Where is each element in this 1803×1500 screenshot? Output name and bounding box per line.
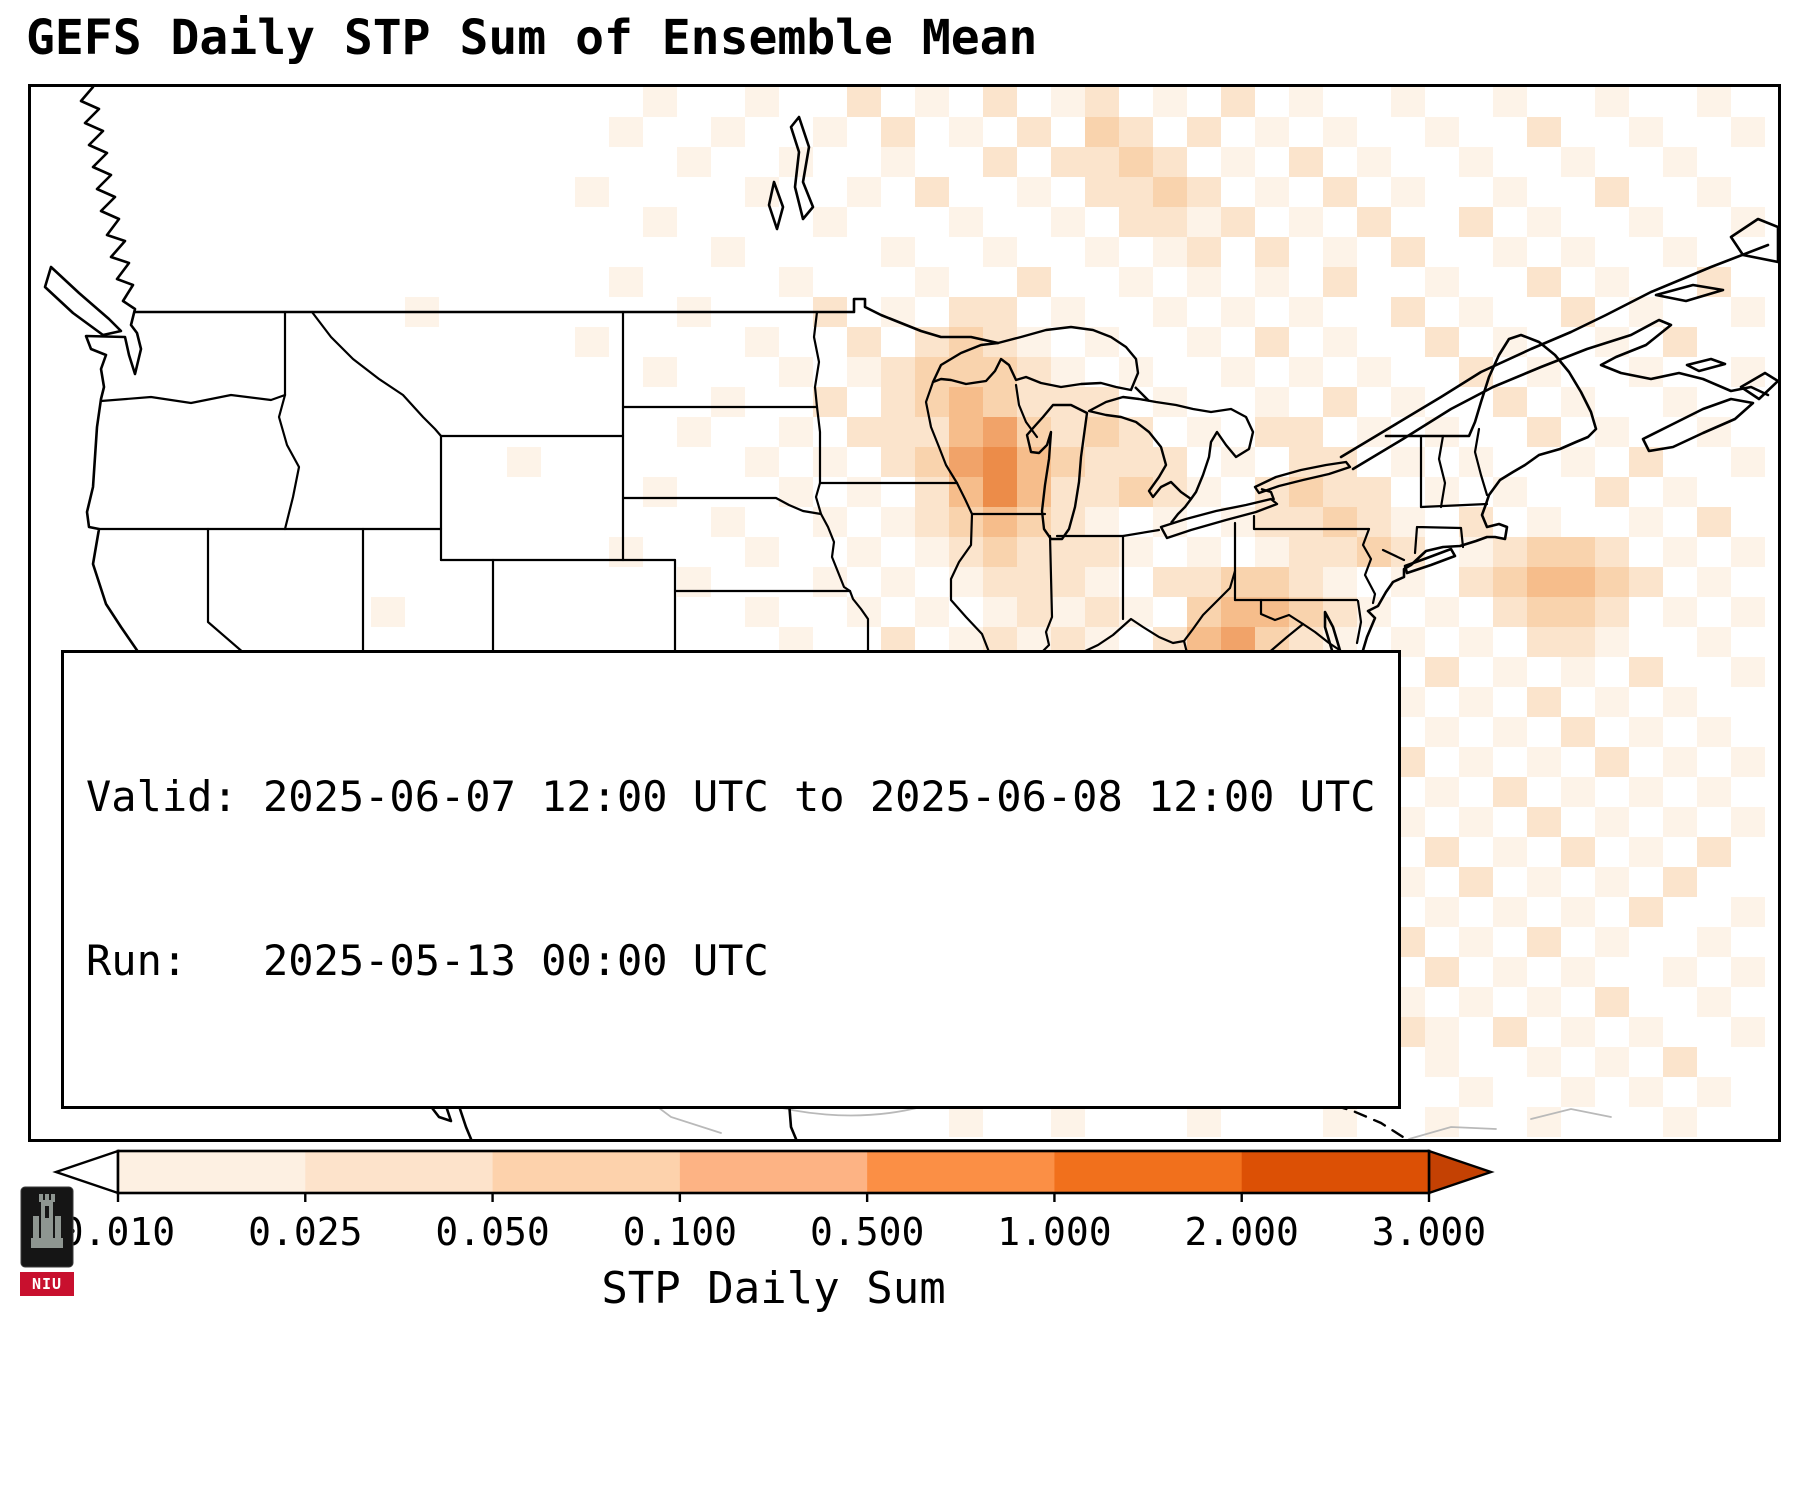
niu-logo-text: NIU [20, 1272, 74, 1296]
svg-text:STP Daily Sum: STP Daily Sum [601, 1263, 945, 1314]
svg-text:0.010: 0.010 [61, 1210, 175, 1254]
svg-text:0.500: 0.500 [810, 1210, 924, 1254]
figure-title: GEFS Daily STP Sum of Ensemble Mean [26, 10, 1038, 66]
svg-text:0.100: 0.100 [623, 1210, 737, 1254]
svg-text:2.000: 2.000 [1185, 1210, 1299, 1254]
svg-text:0.050: 0.050 [435, 1210, 549, 1254]
valid-line: Valid: 2025-06-07 12:00 UTC to 2025-06-0… [86, 772, 1376, 822]
great-lakes-layer [931, 325, 1352, 541]
svg-text:1.000: 1.000 [997, 1210, 1111, 1254]
colorbar: 0.010 0.025 0.050 0.100 0.500 1.000 2.000 3.000… [52, 1149, 1495, 1314]
valid-run-box: Valid: 2025-06-07 12:00 UTC to 2025-06-0… [61, 650, 1401, 1109]
map-panel: Valid: 2025-06-07 12:00 UTC to 2025-06-0… [28, 84, 1781, 1142]
svg-text:3.000: 3.000 [1372, 1210, 1486, 1254]
niu-shield-icon [20, 1186, 74, 1268]
run-line: Run: 2025-05-13 00:00 UTC [86, 936, 769, 986]
niu-logo: NIU [20, 1186, 74, 1296]
svg-text:0.025: 0.025 [248, 1210, 362, 1254]
